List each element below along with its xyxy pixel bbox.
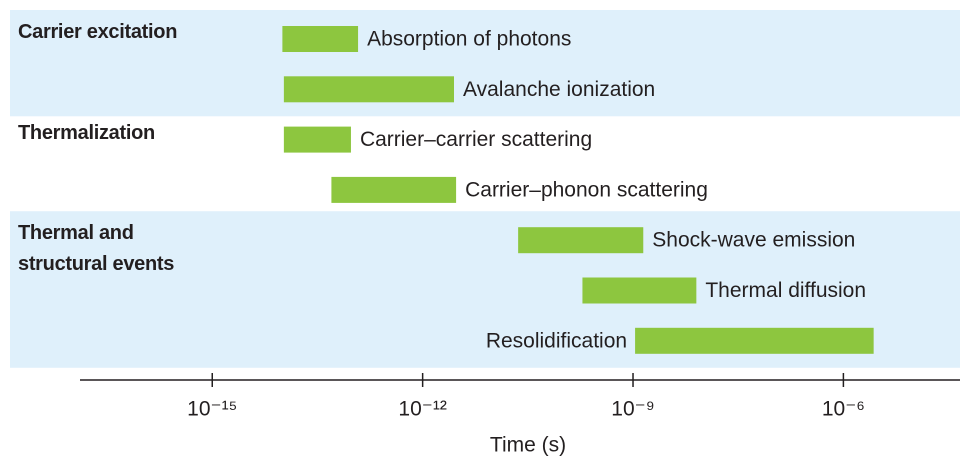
x-tick-label: 10⁻¹⁵	[187, 398, 237, 421]
bar-label: Absorption of photons	[367, 28, 571, 51]
bar-label: Avalanche ionization	[463, 78, 655, 101]
group-band	[10, 10, 960, 117]
bar	[582, 277, 697, 304]
bar	[282, 26, 359, 52]
group-label: Carrier excitation	[18, 21, 178, 43]
group-label: Thermalization	[18, 121, 155, 144]
bar	[331, 176, 457, 203]
x-tick-label: 10⁻⁹	[611, 398, 654, 421]
bar	[635, 327, 874, 354]
bar-label: Carrier–carrier scattering	[360, 128, 592, 151]
group-label: Thermal and structural events	[18, 222, 175, 276]
bar-label: Resolidification	[486, 329, 627, 352]
x-axis-label: Time (s)	[490, 434, 566, 457]
bar	[283, 126, 351, 153]
bar-label: Shock-wave emission	[652, 229, 855, 252]
x-tick-label: 10⁻¹²	[398, 398, 446, 421]
x-tick-label: 10⁻⁶	[822, 398, 865, 421]
bar	[283, 76, 454, 103]
bar-label: Thermal diffusion	[705, 279, 866, 302]
bar	[518, 227, 644, 254]
bar-label: Carrier–phonon scattering	[465, 178, 708, 201]
